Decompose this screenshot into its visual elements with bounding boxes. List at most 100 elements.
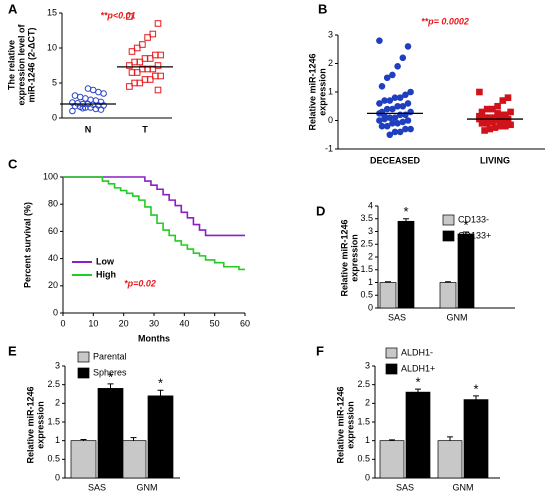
x-tick-label: DECEASED	[370, 155, 421, 165]
y-axis-label: expression	[317, 68, 327, 116]
error-bar	[447, 436, 453, 441]
y-tick-label: 0.5	[357, 454, 370, 464]
significance-label: *	[463, 217, 468, 232]
data-point	[402, 91, 409, 99]
data-point	[144, 34, 151, 41]
data-point	[389, 71, 396, 79]
bar	[437, 440, 463, 479]
bar	[120, 440, 147, 479]
bar	[457, 233, 475, 309]
data-point	[391, 94, 399, 101]
data-point	[476, 88, 483, 96]
bar	[379, 282, 397, 309]
legend-swatch	[385, 363, 398, 375]
data-point	[478, 120, 486, 127]
x-tick-label: T	[142, 124, 148, 134]
data-point	[131, 79, 138, 87]
panel-letter: C	[8, 156, 18, 171]
data-point	[407, 88, 414, 96]
y-tick-label: 1	[328, 86, 333, 96]
y-tick-label: 0	[53, 307, 58, 317]
legend-label: Spheres	[93, 367, 127, 377]
y-tick-label: 3	[328, 29, 333, 39]
survival-line	[63, 176, 245, 237]
panel-letter: D	[316, 203, 325, 218]
data-point	[133, 44, 141, 52]
bar	[70, 440, 97, 479]
y-tick-label: 20	[48, 280, 58, 290]
y-tick-label: 1	[368, 277, 373, 287]
legend-label: ALDH1+	[401, 363, 435, 373]
error-bar	[385, 281, 391, 283]
bar	[97, 388, 124, 479]
x-tick-label: LIVING	[480, 155, 510, 165]
legend-label: Low	[96, 256, 115, 266]
panel-letter: B	[318, 1, 327, 16]
data-point	[391, 128, 399, 136]
data-point	[69, 107, 76, 115]
significance-label: *	[158, 376, 163, 391]
legend-label: ALDH1-	[401, 347, 433, 357]
y-tick-label: 1.5	[360, 264, 373, 274]
data-point	[381, 97, 388, 104]
significance-label: *	[108, 369, 113, 384]
annotation: **p<0.01	[100, 10, 135, 20]
data-point	[126, 83, 133, 90]
data-point	[476, 112, 483, 120]
x-tick-label: SAS	[388, 312, 406, 322]
data-point	[376, 37, 383, 45]
y-tick-label: 0	[368, 302, 373, 312]
panel-letter: E	[8, 343, 17, 358]
error-bar	[107, 383, 114, 389]
data-point	[152, 51, 159, 59]
y-tick-label: 2.5	[47, 379, 60, 389]
data-point	[376, 117, 383, 124]
data-point	[378, 122, 386, 130]
y-axis-label: expression	[349, 234, 359, 282]
panel-letter: F	[316, 343, 324, 358]
data-point	[404, 100, 412, 107]
x-tick-label: 20	[119, 318, 129, 328]
data-point	[383, 74, 391, 82]
legend-swatch	[77, 367, 90, 379]
y-tick-label: 3.5	[360, 213, 373, 223]
legend-swatch	[442, 214, 455, 226]
data-point	[154, 62, 162, 69]
y-axis-label: Relative miR-1246	[307, 53, 317, 130]
y-tick-label: 2	[368, 251, 373, 261]
y-tick-label: 1.5	[47, 416, 60, 426]
data-point	[389, 120, 396, 127]
x-tick-label: SAS	[88, 482, 106, 492]
data-point	[404, 43, 412, 50]
data-point	[79, 104, 87, 112]
legend-swatch	[442, 230, 455, 242]
x-tick-label: 30	[149, 318, 159, 328]
data-point	[394, 102, 401, 110]
data-point	[376, 100, 383, 107]
legend-swatch	[77, 351, 90, 363]
x-tick-label: 10	[88, 318, 98, 328]
y-tick-label: 4	[368, 200, 373, 210]
y-tick-label: 0.5	[360, 290, 373, 300]
y-tick-label: 1.5	[357, 416, 370, 426]
x-tick-label: GNM	[453, 482, 474, 492]
y-axis-label: Relative miR-1246	[25, 386, 35, 463]
y-tick-label: 3	[368, 226, 373, 236]
error-bar	[473, 395, 479, 400]
y-axis-label: Percent survival (%)	[22, 202, 32, 288]
data-point	[84, 85, 92, 92]
data-point	[128, 48, 136, 55]
data-point	[126, 62, 133, 69]
y-tick-label: 1	[365, 435, 370, 445]
y-axis-label: expression	[35, 401, 45, 449]
legend-label: CD133-	[458, 214, 489, 224]
data-point	[71, 92, 79, 99]
data-point	[152, 72, 159, 80]
error-bar	[157, 389, 164, 396]
error-bar	[403, 218, 409, 222]
y-tick-label: 5	[52, 77, 57, 87]
y-tick-label: -1	[325, 143, 333, 153]
significance-label: *	[473, 381, 478, 396]
significance-label: *	[403, 204, 408, 219]
